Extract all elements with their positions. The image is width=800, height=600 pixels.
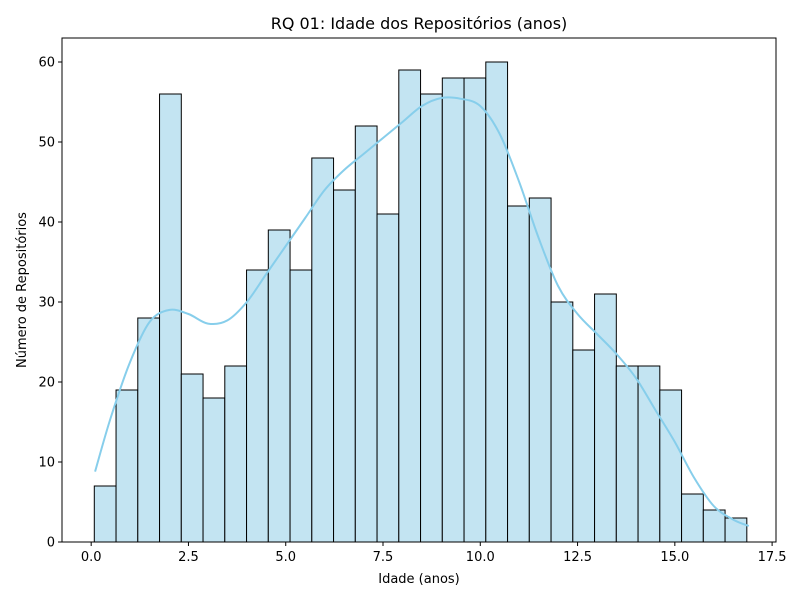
x-axis-ticks: 0.0 2.5 5.0 7.5 10.0 12.5 15.0 17.5: [81, 542, 787, 565]
histogram-bar: [702, 509, 726, 543]
y-axis-label: Número de Repositórios: [15, 212, 30, 368]
histogram-bar: [441, 77, 465, 543]
histogram-bar: [637, 365, 661, 543]
histogram-bar: [137, 317, 161, 543]
histogram-bar: [528, 197, 552, 543]
histogram-bar: [681, 493, 704, 543]
histogram-bar: [615, 365, 639, 543]
x-axis-label: Idade (anos): [378, 572, 460, 587]
histogram-bar: [550, 301, 574, 543]
kde-curve: [94, 96, 750, 527]
histogram-bar: [224, 365, 248, 543]
histogram-bar: [507, 205, 530, 543]
x-tick-label: 15.0: [660, 550, 689, 565]
chart-title: RQ 01: Idade dos Repositórios (anos): [271, 14, 568, 33]
histogram-bar: [398, 69, 422, 543]
histogram-bar: [115, 389, 139, 543]
y-tick-label: 50: [38, 136, 55, 151]
x-tick-label: 12.5: [563, 550, 592, 565]
histogram-bar: [267, 229, 291, 543]
bars-group: [93, 61, 748, 543]
histogram-bar: [202, 397, 226, 543]
plot-frame: [61, 37, 777, 543]
x-tick-label: 0.0: [81, 550, 102, 565]
histogram-bar: [463, 77, 487, 543]
histogram-bar: [159, 93, 182, 543]
x-tick-label: 5.0: [275, 550, 296, 565]
histogram-bar: [420, 93, 443, 543]
x-tick-label: 10.0: [466, 550, 495, 565]
histogram-bar: [180, 373, 204, 543]
histogram-bar: [594, 293, 617, 543]
y-tick-label: 30: [38, 296, 55, 311]
x-tick-label: 17.5: [758, 550, 787, 565]
y-tick-label: 20: [38, 376, 55, 391]
histogram-bar: [311, 157, 335, 543]
histogram-bar: [246, 269, 269, 543]
x-tick-label: 2.5: [178, 550, 199, 565]
x-tick-label: 7.5: [373, 550, 394, 565]
y-tick-label: 40: [38, 216, 55, 231]
y-axis-ticks: 0 10 20 30 40 50 60: [38, 56, 62, 551]
histogram-bar: [572, 349, 596, 543]
histogram-bar: [485, 61, 509, 543]
histogram-bar: [93, 485, 117, 543]
y-tick-label: 0: [47, 536, 55, 551]
histogram-bar: [376, 213, 400, 543]
histogram-bar: [354, 125, 378, 543]
y-tick-label: 10: [38, 456, 55, 471]
histogram-bar: [659, 389, 683, 543]
histogram-bar: [289, 269, 313, 543]
y-tick-label: 60: [38, 56, 55, 71]
histogram-bar: [333, 189, 356, 543]
